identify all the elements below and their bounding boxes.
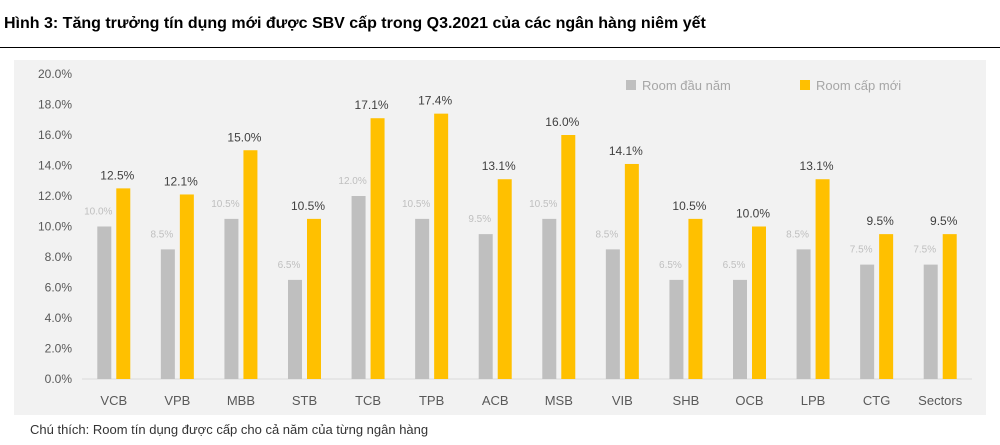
x-tick-label: TCB: [355, 393, 381, 408]
legend-label-room-cap-moi: Room cấp mới: [816, 78, 901, 93]
x-tick-label: TPB: [419, 393, 444, 408]
y-tick-label: 14.0%: [38, 159, 72, 173]
x-tick-label: VCB: [100, 393, 127, 408]
y-tick-label: 2.0%: [45, 342, 73, 356]
bar-room-dau-nam: [97, 226, 112, 379]
data-label-room-dau-nam: 6.5%: [659, 260, 682, 271]
y-tick-label: 16.0%: [38, 128, 72, 142]
data-label-room-cap-moi: 10.5%: [291, 199, 325, 213]
data-label-room-dau-nam: 9.5%: [468, 214, 491, 225]
bar-room-dau-nam: [415, 218, 430, 379]
x-tick-label: Sectors: [918, 393, 963, 408]
data-label-room-cap-moi: 9.5%: [930, 214, 958, 228]
bar-room-dau-nam: [478, 234, 493, 379]
data-label-room-dau-nam: 8.5%: [150, 229, 173, 240]
data-label-room-dau-nam: 10.5%: [529, 199, 557, 210]
x-tick-label: MBB: [227, 393, 255, 408]
x-tick-label: MSB: [545, 393, 573, 408]
bar-room-dau-nam: [733, 279, 747, 379]
bar-room-cap-moi: [815, 179, 830, 379]
bar-room-dau-nam: [923, 264, 938, 379]
bar-room-cap-moi: [942, 234, 957, 379]
y-tick-label: 8.0%: [45, 250, 73, 264]
data-label-room-dau-nam: 8.5%: [786, 229, 809, 240]
data-label-room-cap-moi: 14.1%: [609, 144, 643, 158]
bar-room-cap-moi: [879, 234, 894, 379]
y-tick-label: 10.0%: [38, 220, 72, 234]
bar-room-dau-nam: [351, 196, 366, 379]
data-label-room-cap-moi: 10.0%: [736, 207, 770, 221]
bar-room-dau-nam: [860, 264, 875, 379]
y-tick-label: 0.0%: [45, 372, 73, 386]
bar-room-cap-moi: [179, 194, 194, 379]
y-tick-label: 4.0%: [45, 311, 73, 325]
y-tick-label: 12.0%: [38, 189, 72, 203]
x-tick-label: SHB: [673, 393, 700, 408]
x-tick-label: CTG: [863, 393, 890, 408]
x-tick-label: VPB: [164, 393, 190, 408]
data-label-room-cap-moi: 9.5%: [866, 214, 894, 228]
bar-room-cap-moi: [307, 218, 321, 379]
legend-swatch-room-cap-moi: [800, 80, 810, 90]
bar-room-dau-nam: [542, 218, 557, 379]
data-label-room-dau-nam: 7.5%: [850, 245, 873, 256]
data-label-room-dau-nam: 10.5%: [402, 199, 430, 210]
data-label-room-cap-moi: 12.5%: [100, 168, 134, 182]
x-tick-label: LPB: [801, 393, 826, 408]
bar-room-cap-moi: [624, 163, 639, 379]
data-label-room-cap-moi: 13.1%: [800, 159, 834, 173]
data-label-room-dau-nam: 7.5%: [913, 245, 936, 256]
data-label-room-cap-moi: 16.0%: [545, 115, 579, 129]
data-label-room-cap-moi: 17.4%: [418, 94, 452, 108]
figure-heading: Hình 3: Tăng trưởng tín dụng mới được SB…: [0, 0, 1000, 48]
data-label-room-cap-moi: 12.1%: [164, 174, 198, 188]
data-label-room-dau-nam: 12.0%: [338, 176, 366, 187]
y-tick-label: 18.0%: [38, 98, 72, 112]
bar-room-cap-moi: [243, 150, 258, 379]
legend-label-room-dau-nam: Room đầu năm: [642, 78, 731, 93]
bar-room-dau-nam: [160, 249, 175, 379]
x-tick-label: VIB: [612, 393, 633, 408]
footnote: Chú thích: Room tín dụng được cấp cho cả…: [30, 422, 429, 437]
data-label-room-cap-moi: 10.5%: [672, 199, 706, 213]
bar-room-dau-nam: [288, 279, 302, 379]
y-tick-label: 6.0%: [45, 281, 73, 295]
data-label-room-dau-nam: 10.5%: [211, 199, 239, 210]
bar-room-cap-moi: [497, 179, 512, 379]
x-tick-label: STB: [292, 393, 317, 408]
data-label-room-dau-nam: 6.5%: [278, 260, 301, 271]
data-label-room-dau-nam: 10.0%: [84, 207, 112, 218]
x-tick-label: OCB: [735, 393, 763, 408]
bar-room-dau-nam: [605, 249, 620, 379]
bar-room-cap-moi: [752, 226, 766, 379]
figure-title: Hình 3: Tăng trưởng tín dụng mới được SB…: [4, 15, 706, 32]
bar-room-dau-nam: [796, 249, 811, 379]
bar-room-cap-moi: [561, 135, 576, 379]
chart-area: 0.0% 2.0% 4.0% 6.0% 8.0% 10.0% 12.0% 14.0% 16.0%…: [14, 60, 986, 415]
data-label-room-cap-moi: 13.1%: [482, 159, 516, 173]
bar-room-cap-moi: [434, 113, 449, 380]
data-label-room-cap-moi: 17.1%: [355, 98, 389, 112]
bar-room-dau-nam: [669, 279, 684, 379]
y-tick-label: 20.0%: [38, 67, 72, 81]
bar-room-cap-moi: [116, 188, 131, 379]
bar-room-cap-moi: [688, 218, 703, 379]
bar-room-dau-nam: [224, 218, 239, 379]
x-tick-label: ACB: [482, 393, 509, 408]
data-label-room-dau-nam: 8.5%: [595, 229, 618, 240]
bar-room-cap-moi: [370, 118, 385, 379]
data-label-room-dau-nam: 6.5%: [723, 260, 746, 271]
bar-chart: 0.0% 2.0% 4.0% 6.0% 8.0% 10.0% 12.0% 14.0% 16.0%…: [38, 67, 972, 408]
data-label-room-cap-moi: 15.0%: [227, 130, 261, 144]
legend-swatch-room-dau-nam: [626, 80, 636, 90]
